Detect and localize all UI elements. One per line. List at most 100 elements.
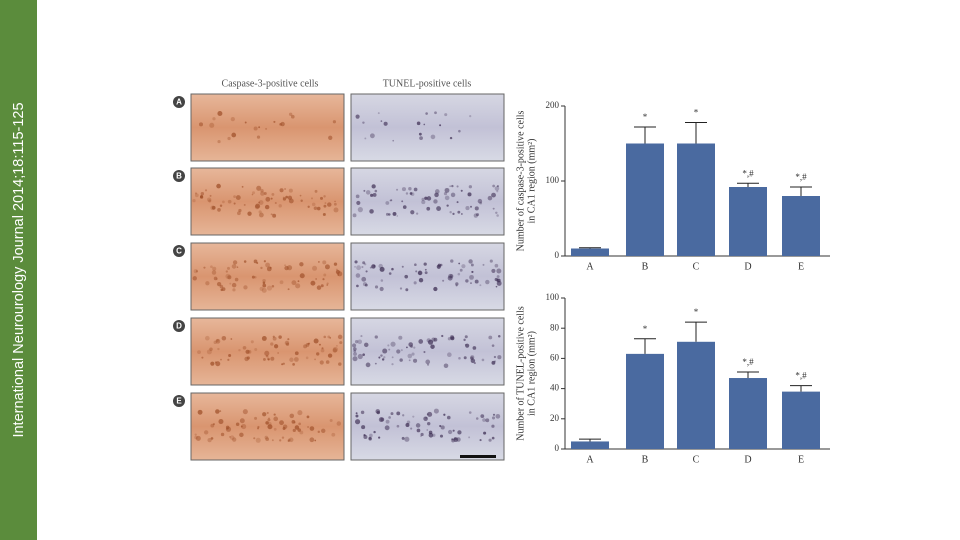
cell (369, 266, 372, 269)
cell (208, 199, 212, 203)
cell (423, 351, 426, 354)
cell (433, 199, 438, 204)
cell (284, 265, 289, 271)
micrograph (350, 93, 505, 162)
cell (457, 272, 461, 276)
bar (626, 353, 664, 449)
cell (368, 436, 372, 440)
cell (449, 211, 452, 214)
cell (324, 264, 330, 270)
cell (284, 340, 290, 346)
cell (307, 425, 310, 429)
cell (194, 435, 198, 440)
cell (430, 134, 436, 140)
cell (423, 262, 427, 266)
x-tick-label: D (744, 454, 751, 465)
cell (396, 188, 399, 191)
cell (405, 192, 409, 195)
cell (238, 348, 241, 352)
cell (373, 430, 376, 434)
cell (493, 360, 497, 363)
cell (265, 421, 269, 425)
cell (375, 409, 381, 414)
cell (264, 204, 270, 210)
cell (468, 259, 473, 264)
micrograph (350, 242, 505, 311)
cell (496, 280, 502, 286)
cell (406, 346, 408, 349)
cell (215, 361, 221, 367)
cell (355, 412, 358, 415)
cell (437, 263, 442, 268)
cell (253, 437, 256, 440)
cell (332, 346, 338, 353)
cell (254, 416, 258, 420)
cell (440, 425, 445, 430)
y-axis-label: in CA1 region (mm²) (526, 331, 537, 416)
cell (469, 115, 472, 118)
cell (360, 410, 365, 415)
cell (323, 204, 327, 208)
cell (318, 343, 321, 346)
cell (328, 135, 333, 140)
cell (360, 335, 363, 338)
cell (257, 425, 260, 429)
cell (195, 435, 201, 441)
cell (300, 199, 303, 202)
micrograph (190, 93, 345, 162)
cell (271, 439, 274, 442)
cell (212, 423, 215, 426)
cell (311, 197, 313, 200)
y-tick-label: 0 (555, 250, 560, 260)
cell (496, 275, 500, 279)
cell (335, 268, 338, 271)
cell (267, 418, 271, 422)
cell (333, 262, 338, 266)
cell (307, 205, 310, 208)
cell (458, 262, 461, 265)
cell (292, 428, 296, 432)
cell (285, 342, 290, 346)
cell (416, 121, 421, 126)
cell (453, 437, 459, 443)
cell (261, 287, 267, 293)
cell (268, 417, 270, 420)
bar (729, 378, 767, 449)
cell (433, 337, 438, 342)
panel-badge (173, 96, 185, 108)
cell (355, 114, 360, 119)
cell (320, 196, 324, 200)
cell (314, 439, 317, 442)
cell (372, 192, 377, 197)
cell (396, 411, 401, 416)
cell (378, 263, 383, 269)
cell (418, 339, 424, 344)
cell (212, 117, 216, 121)
cell (496, 268, 502, 274)
cell (355, 194, 360, 199)
cell (264, 435, 268, 440)
bar (729, 187, 767, 256)
cell (221, 287, 226, 291)
cell (489, 259, 493, 263)
cell (233, 202, 236, 205)
bar (626, 143, 664, 256)
cell (272, 335, 275, 338)
x-tick-label: B (642, 454, 649, 465)
cell (287, 338, 290, 341)
cell (361, 425, 366, 430)
cell (227, 136, 231, 141)
cell (287, 439, 290, 443)
cell (463, 338, 466, 342)
significance-mark: * (694, 108, 699, 118)
cell (443, 192, 448, 196)
cell (383, 356, 386, 359)
cell (410, 210, 415, 215)
cell (299, 430, 304, 435)
cell (464, 343, 467, 346)
cell (362, 121, 365, 124)
cell (474, 206, 479, 211)
cell (218, 419, 224, 425)
cell (369, 133, 375, 139)
cell (404, 274, 409, 279)
